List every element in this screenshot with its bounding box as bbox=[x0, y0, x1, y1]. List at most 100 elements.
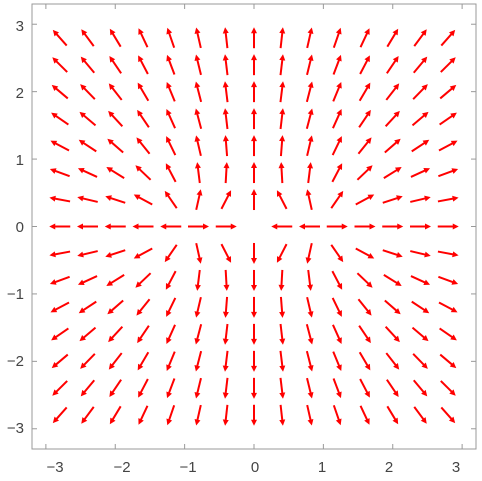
vector-arrow bbox=[223, 269, 230, 291]
arrow-shaft bbox=[413, 406, 426, 422]
vector-arrow bbox=[195, 243, 203, 264]
arrow-shaft bbox=[306, 377, 313, 396]
vector-arrow bbox=[105, 195, 126, 204]
vector-arrow bbox=[386, 28, 399, 48]
arrow-head bbox=[51, 361, 59, 369]
arrow-head bbox=[251, 419, 257, 426]
arrow-shaft bbox=[53, 141, 70, 152]
arrow-head bbox=[77, 279, 85, 286]
arrow-shaft bbox=[108, 196, 126, 204]
arrow-head bbox=[135, 165, 142, 172]
arrow-head bbox=[450, 306, 458, 313]
vector-arrow bbox=[222, 54, 229, 76]
vector-arrow bbox=[52, 380, 68, 396]
vector-arrow bbox=[166, 405, 176, 426]
vector-arrow bbox=[188, 223, 209, 230]
vector-arrow bbox=[222, 296, 229, 318]
arrow-head bbox=[77, 167, 85, 174]
arrow-head bbox=[166, 109, 172, 116]
arrow-shaft bbox=[109, 325, 124, 341]
vector-arrow bbox=[332, 54, 342, 75]
arrow-shaft bbox=[410, 168, 428, 178]
arrow-shaft bbox=[195, 84, 203, 103]
arrow-head bbox=[251, 311, 257, 318]
vector-arrow bbox=[138, 405, 149, 425]
arrow-head bbox=[52, 57, 59, 64]
arrow-head bbox=[194, 135, 201, 142]
vector-arrow bbox=[331, 136, 342, 156]
x-tick-label: 3 bbox=[452, 459, 460, 476]
vector-arrow bbox=[135, 165, 152, 181]
arrow-head bbox=[279, 392, 286, 399]
arrow-shaft bbox=[195, 350, 203, 369]
arrow-shaft bbox=[165, 244, 178, 260]
arrow-shaft bbox=[109, 112, 124, 128]
arrow-shaft bbox=[279, 404, 284, 423]
vector-arrow bbox=[359, 378, 370, 398]
arrow-shaft bbox=[138, 85, 150, 102]
arrow-head bbox=[307, 54, 314, 62]
vector-arrow bbox=[79, 111, 97, 127]
arrow-shaft bbox=[137, 139, 151, 155]
arrow-head bbox=[452, 223, 459, 230]
arrow-head bbox=[80, 84, 87, 91]
arrow-shaft bbox=[166, 138, 177, 156]
vector-arrow bbox=[133, 194, 153, 206]
arrow-shaft bbox=[80, 196, 98, 203]
arrow-head bbox=[194, 364, 201, 372]
vector-arrow bbox=[49, 275, 70, 285]
vector-arrow bbox=[106, 167, 125, 179]
arrow-head bbox=[336, 364, 342, 372]
arrow-head bbox=[225, 190, 232, 197]
arrow-head bbox=[194, 284, 201, 291]
vector-arrow bbox=[305, 350, 314, 372]
arrow-head bbox=[133, 194, 141, 201]
vector-arrow bbox=[194, 404, 202, 426]
arrow-shaft bbox=[331, 297, 342, 315]
arrow-head bbox=[196, 189, 203, 196]
arrow-shaft bbox=[332, 111, 341, 129]
arrow-head bbox=[365, 309, 372, 316]
arrow-shaft bbox=[280, 269, 284, 288]
arrow-shaft bbox=[386, 58, 398, 74]
arrow-head bbox=[230, 223, 237, 230]
arrow-head bbox=[49, 168, 57, 174]
x-axis: −3 −2 −1 0 1 2 3 bbox=[45, 4, 463, 476]
arrow-shaft bbox=[279, 111, 284, 130]
arrow-shaft bbox=[196, 30, 202, 49]
vector-arrow bbox=[104, 223, 126, 230]
y-axis: 3 2 1 0 −1 −2 −3 bbox=[7, 18, 476, 437]
arrow-shaft bbox=[411, 326, 427, 340]
arrow-shaft bbox=[356, 272, 371, 286]
arrow-shaft bbox=[52, 250, 71, 256]
vector-arrow bbox=[222, 81, 229, 103]
arrow-head bbox=[166, 136, 172, 143]
arrow-layer bbox=[49, 27, 459, 426]
vector-arrow bbox=[215, 223, 237, 230]
arrow-shaft bbox=[224, 296, 229, 315]
arrow-head bbox=[222, 338, 229, 345]
vector-arrow bbox=[382, 195, 403, 204]
arrow-head bbox=[336, 283, 343, 290]
arrow-shaft bbox=[330, 244, 343, 260]
vector-arrow bbox=[306, 27, 314, 49]
arrow-head bbox=[396, 252, 403, 258]
arrow-shaft bbox=[410, 275, 428, 285]
arrow-head bbox=[279, 135, 286, 142]
arrow-head bbox=[52, 416, 60, 424]
vector-arrow bbox=[382, 249, 403, 258]
vector-arrow bbox=[386, 405, 399, 425]
arrow-head bbox=[337, 255, 344, 263]
arrow-head bbox=[165, 283, 172, 290]
arrow-head bbox=[77, 251, 84, 258]
vector-arrow bbox=[52, 406, 68, 424]
vector-arrow bbox=[386, 379, 399, 398]
arrow-shaft bbox=[306, 404, 312, 423]
arrow-shaft bbox=[410, 196, 428, 203]
arrow-shaft bbox=[108, 168, 125, 179]
vector-arrow bbox=[305, 323, 314, 345]
arrow-head bbox=[422, 139, 430, 146]
vector-arrow bbox=[106, 274, 125, 286]
arrow-head bbox=[365, 109, 371, 117]
arrow-head bbox=[166, 310, 172, 317]
